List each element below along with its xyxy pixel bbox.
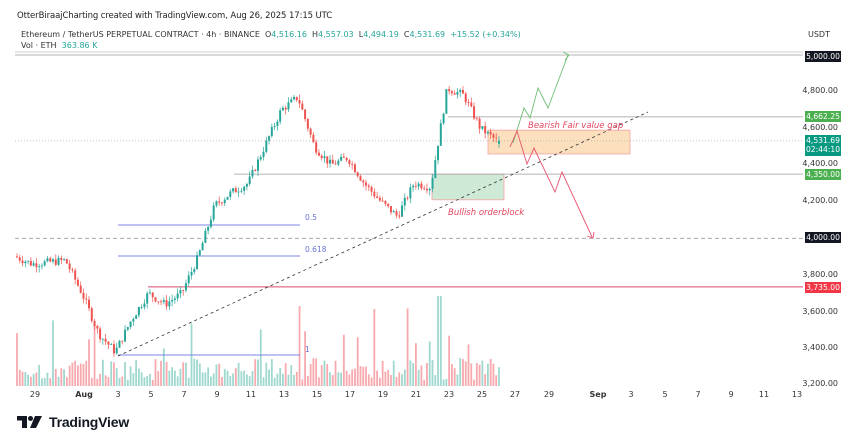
currency-unit: USDT xyxy=(808,30,830,39)
candlesticks[interactable] xyxy=(16,86,500,358)
volume-bars xyxy=(16,296,500,386)
ascending-trendline[interactable] xyxy=(117,111,649,357)
brand-name: TradingView xyxy=(49,414,130,430)
price-tag-4350: 4,350.00 xyxy=(805,169,841,180)
time-axis-label: 29 xyxy=(543,390,555,399)
time-axis-label: 7 xyxy=(181,390,187,399)
fib-level-0618: 0.618 xyxy=(305,245,327,254)
last-price-tag: 4,531.69 02:44:10 xyxy=(805,135,841,156)
bearish-fvg-zone[interactable] xyxy=(487,129,631,155)
ohlc-low: 4,494.19 xyxy=(363,30,399,39)
time-axis-label: 11 xyxy=(245,390,257,399)
time-axis-label: 25 xyxy=(476,390,488,399)
bearish-fvg-label[interactable]: Bearish Fair value gap xyxy=(528,121,624,131)
fib-level-05: 0.5 xyxy=(305,213,317,222)
tradingview-logo-icon xyxy=(17,416,42,428)
last-price: 4,531.69 xyxy=(806,136,840,145)
time-axis-label: 3 xyxy=(628,390,634,399)
price-axis-label: 4,800.00 xyxy=(802,86,838,95)
price-tag-3735: 3,735.00 xyxy=(805,282,841,293)
ohlc-open-label: O xyxy=(264,30,272,39)
symbol-legend: Ethereum / TetherUS PERPETUAL CONTRACT ·… xyxy=(21,30,521,39)
price-axis-label: 3,200.00 xyxy=(802,379,838,388)
ohlc-low-label: L xyxy=(358,30,364,39)
price-tag-4662: 4,662.25 xyxy=(805,111,841,122)
bullish-projection-arrow[interactable] xyxy=(512,54,569,144)
price-tag-4000: 4,000.00 xyxy=(805,232,841,243)
bullish-arrowhead[interactable] xyxy=(562,51,570,61)
price-tag-5000: 5,000.00 xyxy=(805,51,841,62)
time-axis-label: 17 xyxy=(344,390,356,399)
time-axis-label: 5 xyxy=(148,390,154,399)
time-axis-label: 9 xyxy=(214,390,220,399)
tradingview-brand[interactable]: TradingView xyxy=(17,414,129,430)
price-axis-label: 4,600.00 xyxy=(802,123,838,132)
time-axis-label: 23 xyxy=(443,390,455,399)
bullish-orderblock-label[interactable]: Bullish orderblock xyxy=(448,208,525,218)
price-axis-label: 4,200.00 xyxy=(802,196,838,205)
price-axis-label: 3,400.00 xyxy=(802,343,838,352)
ohlc-high: 4,557.03 xyxy=(318,30,354,39)
bullish-orderblock-zone[interactable] xyxy=(431,173,505,201)
time-axis-label: 3 xyxy=(115,390,121,399)
time-axis-label: 21 xyxy=(410,390,422,399)
chart-attribution: OtterBiraajCharting created with Trading… xyxy=(17,11,333,21)
ohlc-high-label: H xyxy=(312,30,319,39)
bearish-arrowhead[interactable] xyxy=(586,231,595,239)
bar-countdown: 02:44:10 xyxy=(805,145,841,154)
time-axis-label: 13 xyxy=(278,390,290,399)
price-axis-label: 4,400.00 xyxy=(802,159,838,168)
time-axis-label: 13 xyxy=(791,390,803,399)
time-axis-label: Sep xyxy=(589,390,607,399)
ohlc-close-label: C xyxy=(403,30,410,39)
volume-label[interactable]: Vol · ETH xyxy=(21,41,57,50)
ohlc-change: +15.52 (+0.34%) xyxy=(450,30,521,39)
time-axis-label: 9 xyxy=(728,390,734,399)
time-axis-label: 29 xyxy=(29,390,41,399)
time-axis-label: Aug xyxy=(75,390,93,399)
ohlc-close: 4,531.69 xyxy=(409,30,446,39)
time-axis-label: 7 xyxy=(695,390,701,399)
volume-value: 363.86 K xyxy=(61,41,98,50)
time-axis-label: 15 xyxy=(311,390,323,399)
bearish-projection-arrow[interactable] xyxy=(509,129,593,238)
symbol-title[interactable]: Ethereum / TetherUS PERPETUAL CONTRACT ·… xyxy=(21,30,260,39)
price-axis-label: 3,800.00 xyxy=(802,270,838,279)
ohlc-open: 4,516.16 xyxy=(271,30,307,39)
price-axis-label: 3,600.00 xyxy=(802,307,838,316)
volume-legend: Vol · ETH 363.86 K xyxy=(21,41,97,50)
time-axis-label: 27 xyxy=(509,390,521,399)
fib-level-1: 1 xyxy=(305,345,310,354)
time-axis-label: 19 xyxy=(377,390,389,399)
time-axis-label: 5 xyxy=(662,390,668,399)
time-axis-label: 11 xyxy=(758,390,770,399)
